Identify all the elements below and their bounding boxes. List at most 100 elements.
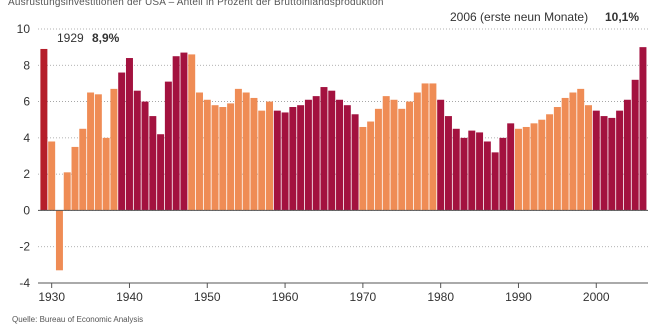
bar-1973 [382,96,390,211]
bar-1979 [429,83,437,211]
bar-1975 [398,108,406,211]
bar-1983 [460,137,468,211]
bar-2001 [600,116,608,211]
bar-1952 [219,107,227,211]
bar-1955 [242,92,250,211]
bar-1987 [491,152,499,211]
bar-1978 [421,83,429,211]
bar-1966 [328,90,336,211]
bar-1996 [561,97,569,211]
y-tick-label: -4 [19,276,30,290]
bar-1953 [227,103,235,211]
bar-1960 [281,112,289,211]
bar-1998 [577,88,585,211]
bar-1967 [336,99,344,211]
x-tick-label: 1990 [505,290,532,304]
bar-1980 [437,99,445,211]
bar-1947 [180,52,188,211]
bar-1963 [304,99,312,211]
y-tick-label: 6 [23,95,30,109]
axis-layer: 10 8 6 4 2 0 -2 -4 1930 1940 1950 1960 1970 1980 1990 2… [17,22,648,304]
annotation-1929-value: 8,9% [92,31,120,45]
bar-1934 [79,128,87,211]
bar-1958 [266,101,273,211]
bar-1956 [250,97,258,211]
annotation-2006-value: 10,1% [605,10,639,24]
bar-1945 [164,81,172,211]
bar-1981 [444,116,452,211]
annotation-2006-label: 2006 (erste neun Monate) [450,10,588,24]
bar-1997 [569,92,577,211]
bar-1957 [258,110,266,211]
bar-1931 [55,210,63,271]
annotation-layer: 1929 8,9% 2006 (erste neun Monate) 10,1% [57,10,639,45]
bar-1984 [468,130,476,211]
bar-1994 [546,114,554,211]
chart-source: Quelle: Bureau of Economic Analysis [12,315,144,324]
bar-1939 [118,72,126,211]
bar-1930 [48,141,56,211]
bar-1968 [343,105,351,211]
bar-1949 [196,92,203,211]
bar-1937 [102,137,110,211]
bar-2003 [616,110,624,211]
bar-1941 [133,90,141,211]
bar-1942 [141,101,149,211]
bar-1951 [211,105,219,211]
x-tick-label: 1970 [350,290,377,304]
bar-1977 [413,92,421,211]
bar-1974 [390,99,398,211]
bar-1986 [483,141,491,211]
bar-1970 [359,126,367,211]
y-tick-label: -2 [19,240,30,254]
bar-1932 [63,172,71,211]
bar-2004 [623,99,631,211]
x-tick-label: 1960 [272,290,299,304]
chart-title: Ausrüstungsinvestitionen der USA – Antei… [8,0,384,8]
annotation-1929-year: 1929 [57,31,84,45]
x-tick-label: 1980 [427,290,454,304]
bar-1938 [110,88,118,211]
bar-1954 [234,88,242,211]
bar-2006 [639,47,647,211]
bar-2000 [592,110,600,211]
y-tick-label: 2 [23,167,30,181]
bar-1943 [149,116,157,211]
bar-1965 [320,87,328,211]
x-tick-label: 1940 [116,290,143,304]
bar-1985 [476,132,484,211]
bar-1989 [507,123,515,211]
bar-1976 [406,101,414,211]
bar-1969 [351,114,359,211]
bar-1988 [499,137,507,211]
bar-1929 [40,48,48,211]
x-tick-label: 1930 [38,290,65,304]
bar-1992 [530,123,538,211]
bar-1993 [538,119,546,211]
bar-2005 [631,79,639,211]
bar-1972 [374,108,382,211]
bar-1948 [188,54,196,211]
bar-2002 [608,117,616,211]
y-tick-label: 4 [23,131,30,145]
bar-1936 [94,94,102,211]
bar-1959 [273,110,281,211]
bar-1961 [289,107,297,211]
bar-1950 [203,99,211,211]
bar-1944 [157,134,165,211]
bar-1991 [522,126,530,211]
bar-1990 [514,128,522,211]
bar-1999 [585,105,592,211]
y-tick-label: 10 [17,22,31,36]
bar-1962 [297,105,305,211]
bar-1995 [553,107,561,211]
bar-1964 [312,96,320,211]
bar-1971 [367,121,375,211]
bar-1935 [87,92,95,211]
y-tick-label: 0 [23,203,30,217]
y-tick-label: 8 [23,58,30,72]
x-tick-label: 1950 [194,290,221,304]
bar-1982 [452,128,460,211]
x-tick-label: 2000 [583,290,610,304]
